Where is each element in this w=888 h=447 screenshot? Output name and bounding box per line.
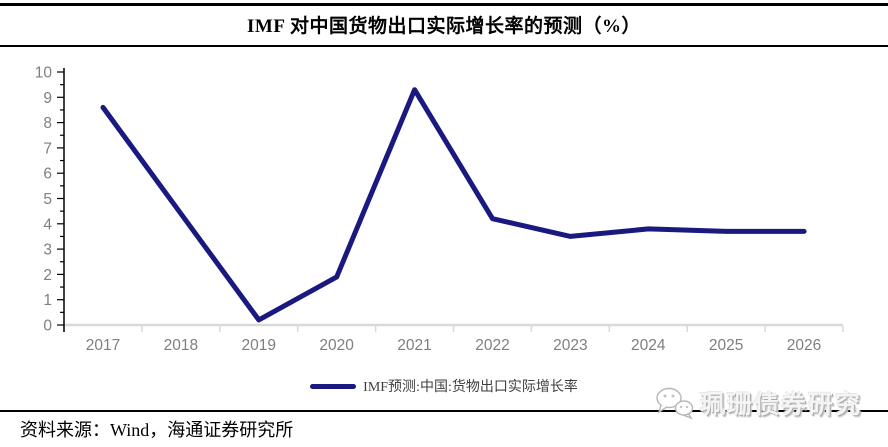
data-source-note: 资料来源：Wind，海通证券研究所 <box>20 420 294 440</box>
y-axis-tick-label: 9 <box>43 90 52 107</box>
y-axis-tick-label: 8 <box>43 115 52 132</box>
legend-label: IMF预测:中国:货物出口实际增长率 <box>363 380 578 395</box>
watermark-text: 珮珊债券研究 <box>699 392 862 419</box>
top-divider <box>0 3 888 6</box>
y-axis-tick-label: 2 <box>43 267 52 284</box>
chart-legend: IMF预测:中国:货物出口实际增长率 <box>0 376 888 396</box>
x-axis-tick-label: 2022 <box>475 337 509 354</box>
x-axis-tick-label: 2021 <box>397 337 431 354</box>
title-divider <box>0 45 888 47</box>
y-axis-tick-label: 6 <box>43 166 52 183</box>
line-chart: 0 1 2 3 4 5 6 7 8 9 10 2017 2018 2019 2020 2021 2022 2023… <box>0 56 888 366</box>
x-axis-tick-label: 2020 <box>319 337 354 354</box>
legend-line-swatch <box>310 383 357 389</box>
x-axis-tick-label: 2026 <box>787 337 821 354</box>
y-axis-tick-label: 7 <box>43 140 52 157</box>
wechat-icon <box>656 387 694 420</box>
y-axis-tick-label: 1 <box>43 292 52 309</box>
y-axis-tick-label: 4 <box>43 216 52 233</box>
x-axis-tick-label: 2017 <box>86 337 120 354</box>
x-axis-tick-label: 2024 <box>631 337 666 354</box>
line-chart-canvas: 0 1 2 3 4 5 6 7 8 9 10 2017 2018 2019 2020 2021 2022 2023… <box>35 65 844 354</box>
x-axis-tick-label: 2019 <box>242 337 276 354</box>
y-axis-tick-label: 0 <box>43 318 52 335</box>
x-axis-tick-label: 2018 <box>164 337 198 354</box>
forecast-line-series <box>100 87 807 323</box>
watermark: 珮珊债券研究 <box>655 385 862 421</box>
bottom-divider <box>0 410 888 412</box>
chart-title: IMF 对中国货物出口实际增长率的预测（%） <box>247 16 641 37</box>
y-axis-tick-label: 10 <box>35 65 53 82</box>
y-axis-tick-label: 5 <box>43 191 52 208</box>
x-axis-tick-label: 2025 <box>709 337 743 354</box>
x-axis-tick-label: 2023 <box>553 337 587 354</box>
y-axis-tick-label: 3 <box>43 242 52 259</box>
